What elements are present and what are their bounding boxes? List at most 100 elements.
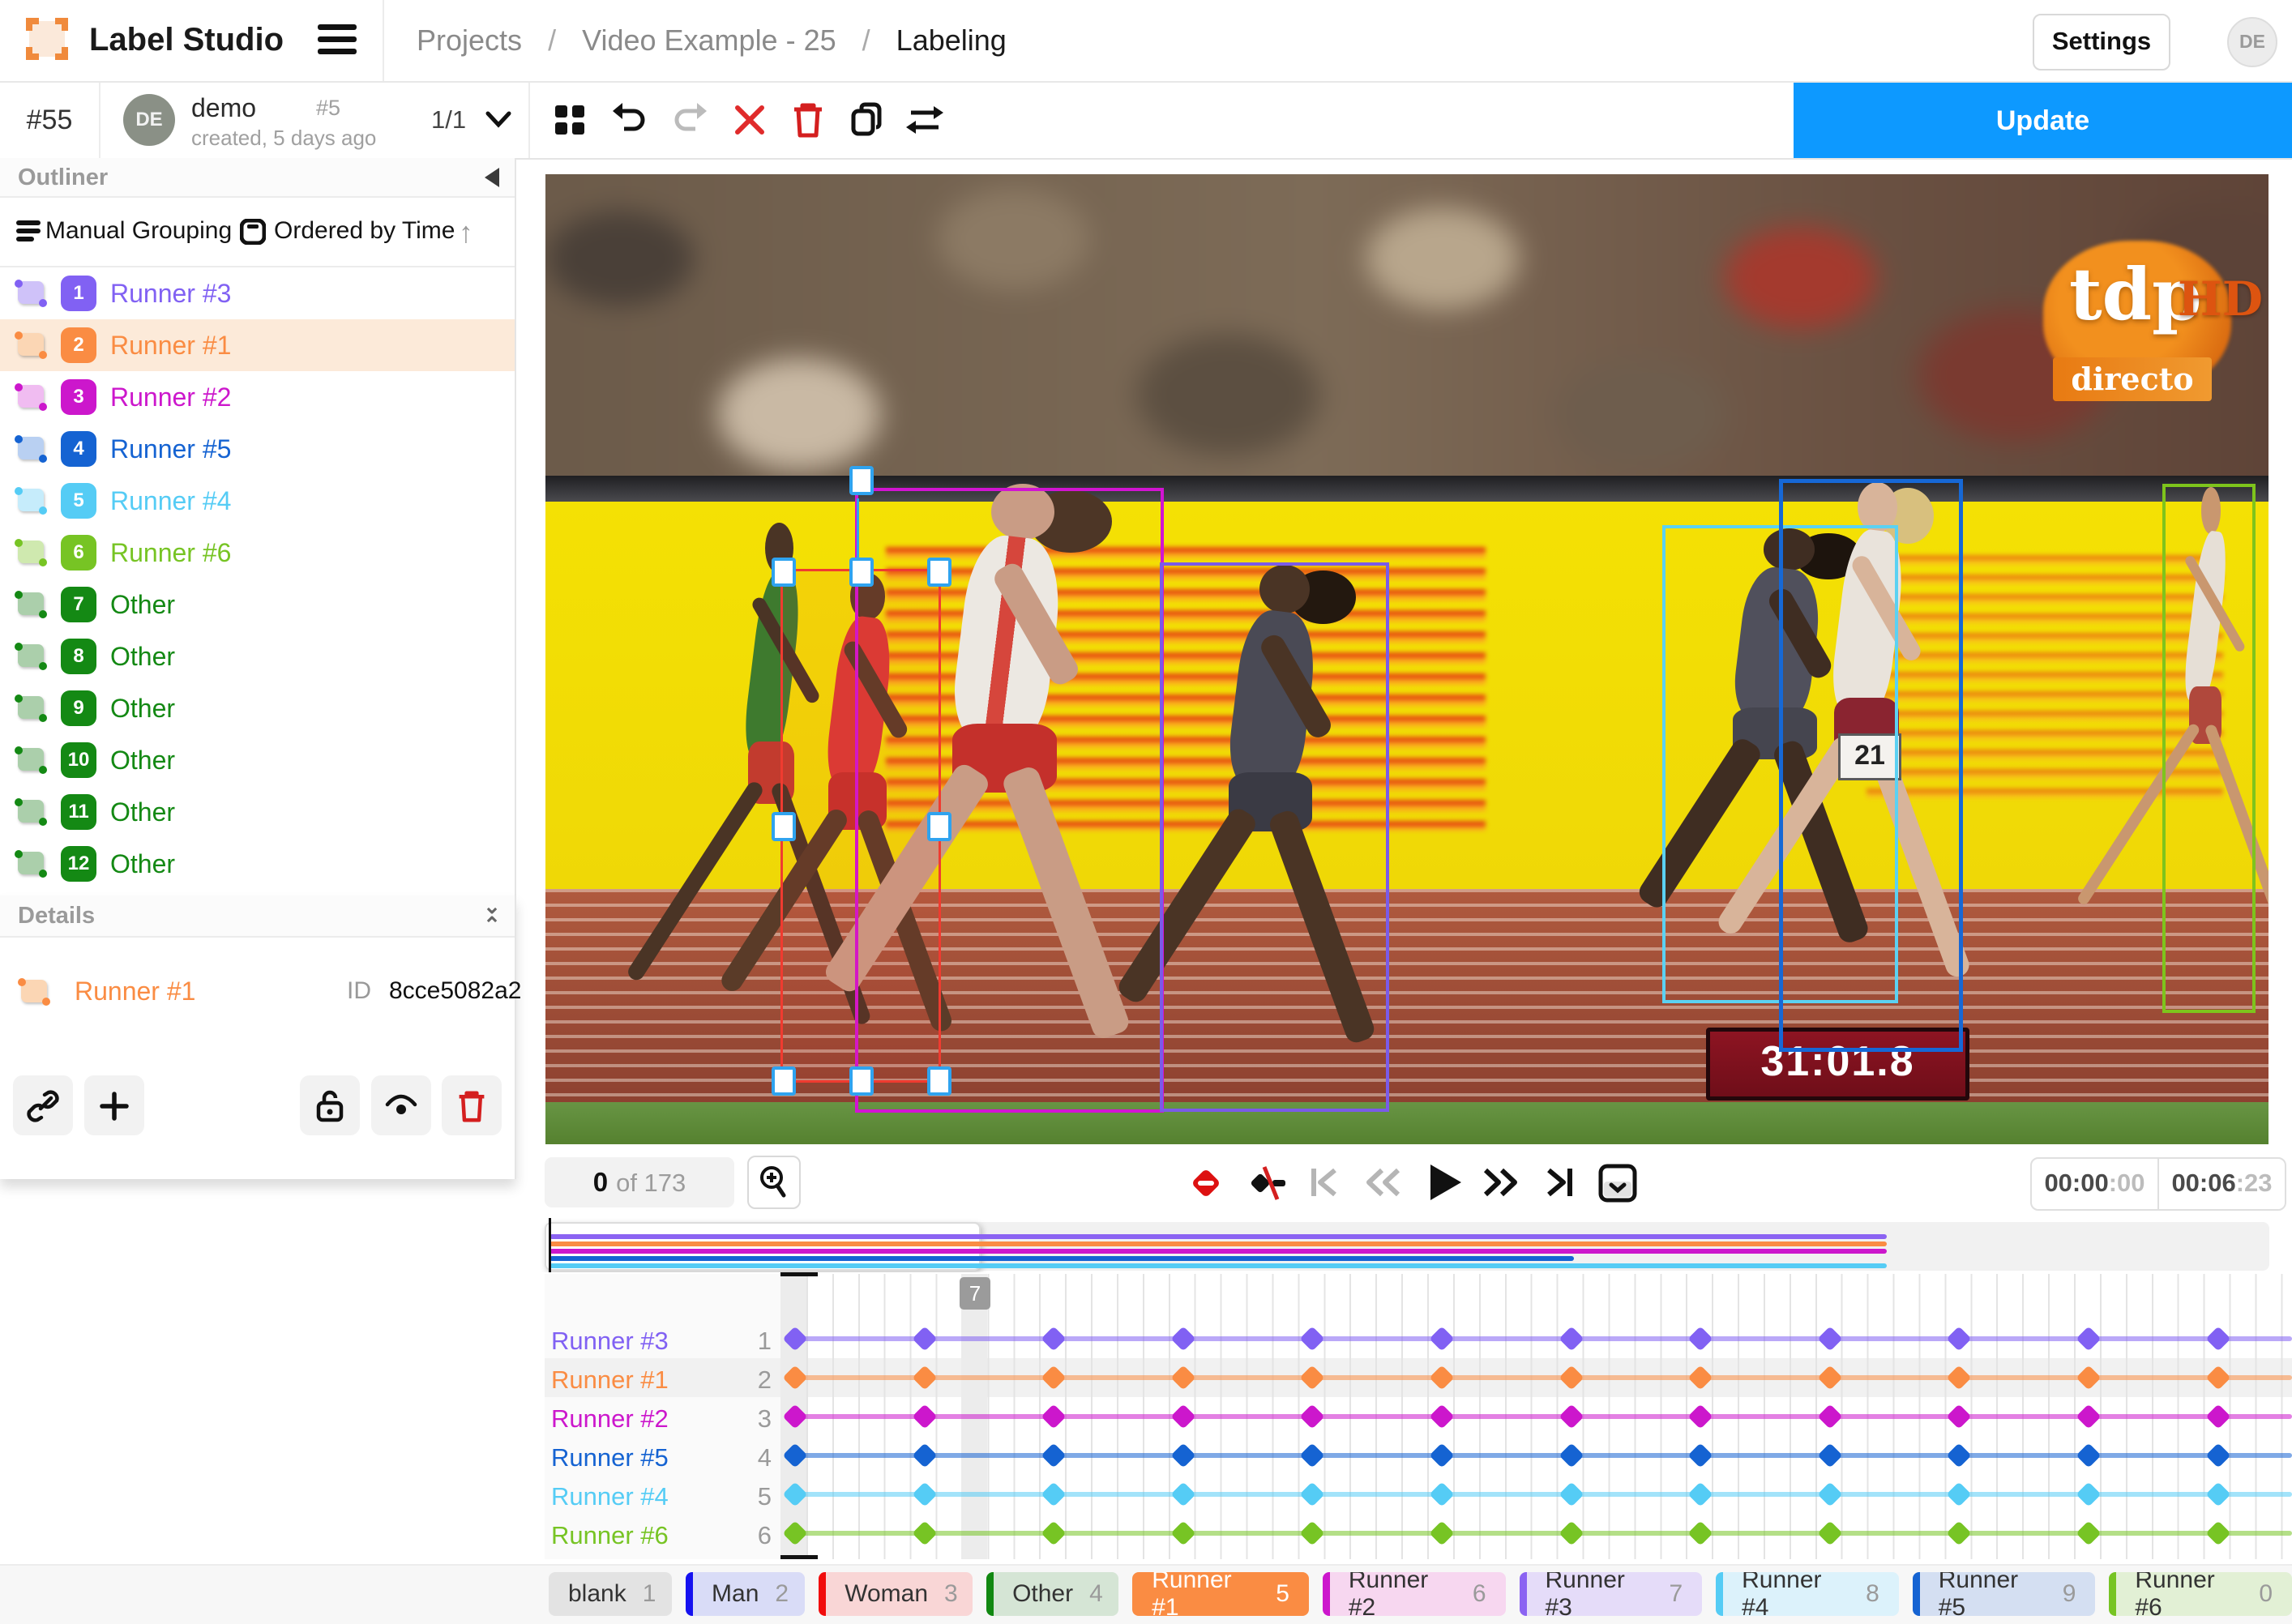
keyframe-diamond[interactable]: [1817, 1326, 1843, 1352]
keyframe-diamond[interactable]: [912, 1442, 938, 1468]
bbox-runner3[interactable]: [1160, 562, 1389, 1112]
keyframe-diamond[interactable]: [1170, 1326, 1196, 1352]
keyframe-diamond[interactable]: [1687, 1365, 1713, 1391]
label-tag-runner5[interactable]: Runner #5 9: [1912, 1572, 2096, 1616]
seek-bar[interactable]: [545, 1218, 2269, 1275]
keyframe-diamond[interactable]: [1170, 1520, 1196, 1546]
timeline-row-label[interactable]: Runner #1: [551, 1365, 669, 1394]
region-item-other[interactable]: 10 Other: [0, 734, 515, 786]
keyframe-diamond[interactable]: [1041, 1520, 1067, 1546]
keyframe-diamond[interactable]: [782, 1442, 808, 1468]
bbox-runner5[interactable]: [1779, 479, 1963, 1052]
label-tag-man[interactable]: Man 2: [686, 1572, 806, 1616]
label-tag-runner4[interactable]: Runner #4 8: [1716, 1572, 1899, 1616]
keyframe-diamond[interactable]: [1946, 1442, 1972, 1468]
region-item-other[interactable]: 12 Other: [0, 838, 515, 890]
collapse-panel-icon[interactable]: [485, 168, 499, 187]
user-avatar[interactable]: DE: [2227, 17, 2277, 67]
keyframe-diamond[interactable]: [1429, 1442, 1455, 1468]
keyframe-diamond[interactable]: [1170, 1481, 1196, 1507]
grouping-icon[interactable]: [16, 219, 41, 243]
label-tag-runner2[interactable]: Runner #2 6: [1322, 1572, 1506, 1616]
label-tag-runner1-selected[interactable]: Runner #1 5: [1132, 1572, 1309, 1616]
frame-counter[interactable]: 0 of 173: [545, 1157, 734, 1207]
label-tag-woman[interactable]: Woman 3: [819, 1572, 973, 1616]
keyframe-diamond[interactable]: [2205, 1520, 2231, 1546]
keyframe-diamond[interactable]: [912, 1404, 938, 1430]
hamburger-menu-icon[interactable]: [318, 24, 357, 57]
keyframe-diamond[interactable]: [1559, 1442, 1584, 1468]
keyframe-diamond[interactable]: [1299, 1442, 1325, 1468]
keyframe-diamond[interactable]: [782, 1365, 808, 1391]
keyframe-diamond[interactable]: [1429, 1326, 1455, 1352]
zoom-button[interactable]: [747, 1156, 801, 1209]
keyframe-diamond[interactable]: [2076, 1481, 2102, 1507]
keyframe-diamond[interactable]: [2076, 1326, 2102, 1352]
settings-swap-button[interactable]: [904, 100, 945, 141]
keyframe-diamond[interactable]: [2076, 1404, 2102, 1430]
keyframe-diamond[interactable]: [912, 1481, 938, 1507]
timeline-row-label[interactable]: Runner #5: [551, 1443, 669, 1472]
keyframe-diamond[interactable]: [1041, 1481, 1067, 1507]
keyframe-diamond[interactable]: [912, 1520, 938, 1546]
timeline-row-label[interactable]: Runner #4: [551, 1482, 669, 1511]
keyframe-diamond[interactable]: [1299, 1326, 1325, 1352]
seek-viewport-window[interactable]: [545, 1222, 981, 1271]
previous-keyframe-button[interactable]: [1362, 1162, 1404, 1204]
keyframe-diamond[interactable]: [1429, 1481, 1455, 1507]
play-button[interactable]: [1423, 1162, 1465, 1204]
breadcrumb-project[interactable]: Video Example - 25: [582, 24, 836, 57]
keyframe-diamond[interactable]: [782, 1481, 808, 1507]
region-item-runner5[interactable]: 4 Runner #5: [0, 423, 515, 475]
keyframe-diamond[interactable]: [782, 1326, 808, 1352]
undo-button[interactable]: [609, 100, 650, 141]
breadcrumb-projects[interactable]: Projects: [417, 24, 523, 57]
region-item-runner1-selected[interactable]: 2 Runner #1: [0, 319, 515, 371]
keyframe-diamond[interactable]: [782, 1520, 808, 1546]
keyframe-remove-button[interactable]: [1185, 1162, 1227, 1204]
region-item-runner3[interactable]: 1 Runner #3: [0, 267, 515, 319]
keyframe-diamond[interactable]: [2076, 1442, 2102, 1468]
keyframe-diamond[interactable]: [1299, 1520, 1325, 1546]
skip-to-start-button[interactable]: [1303, 1162, 1345, 1204]
label-tag-runner6[interactable]: Runner #6 0: [2109, 1572, 2292, 1616]
keyframe-diamond[interactable]: [1817, 1365, 1843, 1391]
keyframe-diamond[interactable]: [912, 1365, 938, 1391]
keyframe-diamond[interactable]: [1946, 1481, 1972, 1507]
manual-grouping-control[interactable]: Manual Grouping: [45, 217, 233, 244]
keyframe-diamond[interactable]: [1429, 1520, 1455, 1546]
grid-view-button[interactable]: [549, 100, 590, 141]
keyframe-diamond[interactable]: [912, 1326, 938, 1352]
keyframe-diamond[interactable]: [1041, 1442, 1067, 1468]
keyframe-diamond[interactable]: [1299, 1365, 1325, 1391]
timeline-options-button[interactable]: [1597, 1162, 1639, 1204]
keyframe-diamond[interactable]: [1687, 1481, 1713, 1507]
seek-playhead[interactable]: [549, 1218, 551, 1275]
keyframe-diamond[interactable]: [2205, 1404, 2231, 1430]
keyframe-diamond[interactable]: [1687, 1520, 1713, 1546]
keyframe-track-runner4[interactable]: [780, 1475, 2292, 1514]
hide-region-button[interactable]: [371, 1075, 431, 1135]
resize-handle-w[interactable]: [772, 812, 796, 841]
keyframe-diamond[interactable]: [1429, 1404, 1455, 1430]
keyframe-diamond[interactable]: [1559, 1404, 1584, 1430]
resize-handle-se[interactable]: [927, 1066, 951, 1096]
rotation-handle[interactable]: [849, 466, 874, 495]
delete-annotation-button[interactable]: [788, 100, 828, 141]
delete-region-button[interactable]: [442, 1075, 502, 1135]
reject-button[interactable]: [729, 100, 770, 141]
keyframe-diamond[interactable]: [1299, 1404, 1325, 1430]
keyframe-diamond[interactable]: [1687, 1326, 1713, 1352]
keyframe-diamond[interactable]: [782, 1404, 808, 1430]
keyframe-diamond[interactable]: [1687, 1404, 1713, 1430]
resize-handle-e[interactable]: [927, 812, 951, 841]
keyframe-diamond[interactable]: [1170, 1442, 1196, 1468]
keyframe-diamond[interactable]: [1559, 1326, 1584, 1352]
resize-handle-sw[interactable]: [772, 1066, 796, 1096]
keyframe-track-runner6[interactable]: [780, 1514, 2292, 1553]
keyframe-diamond[interactable]: [1041, 1404, 1067, 1430]
region-item-runner4[interactable]: 5 Runner #4: [0, 475, 515, 527]
keyframe-diamond[interactable]: [1041, 1326, 1067, 1352]
region-item-other[interactable]: 8 Other: [0, 630, 515, 682]
chevron-down-icon[interactable]: [485, 109, 512, 129]
